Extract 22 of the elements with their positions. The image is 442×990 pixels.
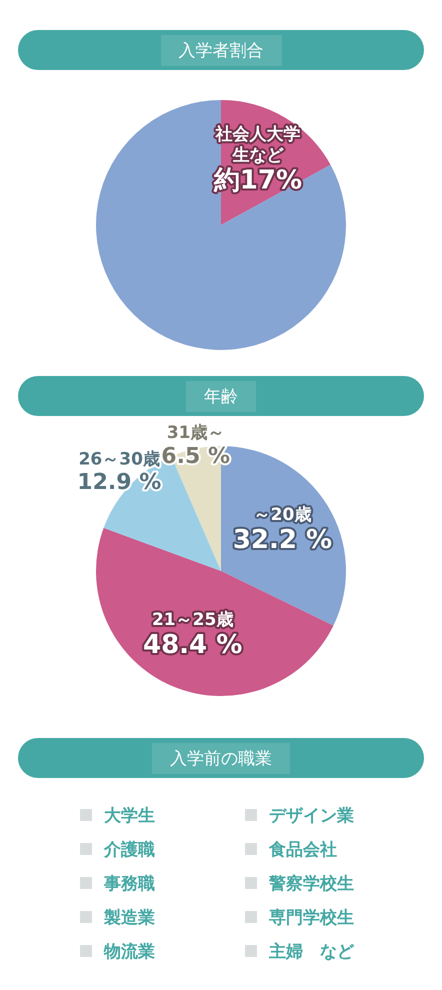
- slice-label: 31歳～: [166, 423, 224, 444]
- data-label: 12.9 %: [77, 470, 162, 496]
- data-label: 48.4 %: [142, 630, 242, 660]
- data-label: 32.2 %: [232, 524, 332, 555]
- slice-label: 21～25歳: [152, 610, 234, 630]
- slice-label: 社会人大学生など: [214, 124, 300, 166]
- text: 物流業: [104, 940, 155, 962]
- data-label: 約17%: [212, 165, 302, 196]
- chart-title: 年齢: [186, 380, 256, 412]
- text: 警察学校生: [269, 872, 354, 894]
- slice-label: 26～30歳: [78, 449, 160, 470]
- text: 製造業: [104, 906, 155, 928]
- text: デザイン業: [269, 804, 354, 826]
- text: 食品会社: [269, 838, 337, 860]
- text: 主婦 など: [269, 940, 354, 962]
- text: 介護職: [104, 838, 155, 860]
- text: 事務職: [104, 872, 155, 894]
- chart-title: 入学者割合: [160, 34, 282, 66]
- text: 入学前の職業: [152, 742, 290, 774]
- slice-label: ～20歳: [254, 504, 312, 525]
- text: 大学生: [104, 804, 155, 826]
- text: 専門学校生: [269, 906, 354, 928]
